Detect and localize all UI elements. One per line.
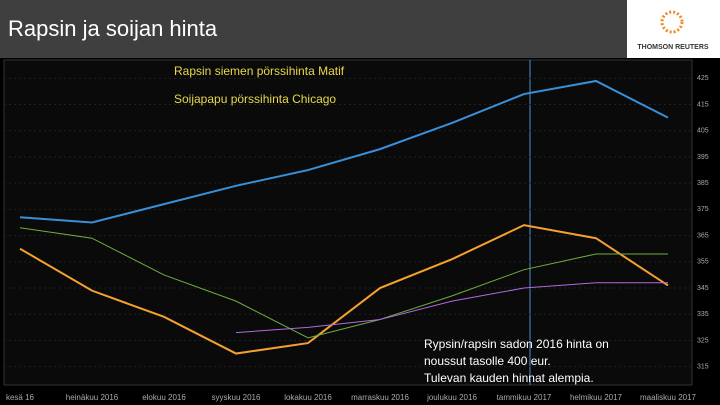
header-bar [0,0,720,58]
series-line [19,224,669,355]
x-tick-label: syyskuu 2016 [212,393,261,402]
y-tick-label: 335 [697,311,709,318]
y-tick-label: 405 [697,128,709,135]
y-tick-label: 355 [697,259,709,266]
y-tick-label: 315 [697,363,709,370]
legend-label: Rapsin siemen pörssihinta Matif [174,64,345,78]
x-tick-label: elokuu 2016 [142,393,186,402]
y-tick-label: 395 [697,154,709,161]
y-tick-label: 415 [697,101,709,108]
y-tick-label: 385 [697,180,709,187]
plot-area [3,59,693,386]
y-tick-label: 345 [697,285,709,292]
x-tick-label: lokakuu 2016 [284,393,332,402]
logo-box [627,0,720,58]
annotation: Tulevan kauden hinnat alempia. [424,371,594,385]
y-tick-label: 325 [697,337,709,344]
y-tick-label: 425 [697,75,709,82]
y-tick-label: 375 [697,206,709,213]
x-tick-label: tammikuu 2017 [497,393,552,402]
series-line [19,79,669,224]
y-tick-label: 365 [697,232,709,239]
annotation: noussut tasolle 400 eur. [424,354,551,368]
x-tick-label: joulukuu 2016 [426,393,477,402]
series-line [235,282,668,334]
x-tick-label: kesä 16 [6,393,35,402]
legend-label: Soijapapu pörssihinta Chicago [174,92,336,106]
slide-title: Rapsin ja soijan hinta [8,16,218,41]
x-tick-label: maaliskuu 2017 [640,393,697,402]
x-tick-label: helmikuu 2017 [570,393,623,402]
logo-icon [660,10,684,34]
series-line [19,227,668,339]
annotation: Rypsin/rapsin sadon 2016 hinta on [424,337,609,351]
x-tick-label: heinäkuu 2016 [66,393,119,402]
x-tick-label: marraskuu 2016 [351,393,409,402]
logo-text: THOMSON REUTERS [637,44,709,51]
